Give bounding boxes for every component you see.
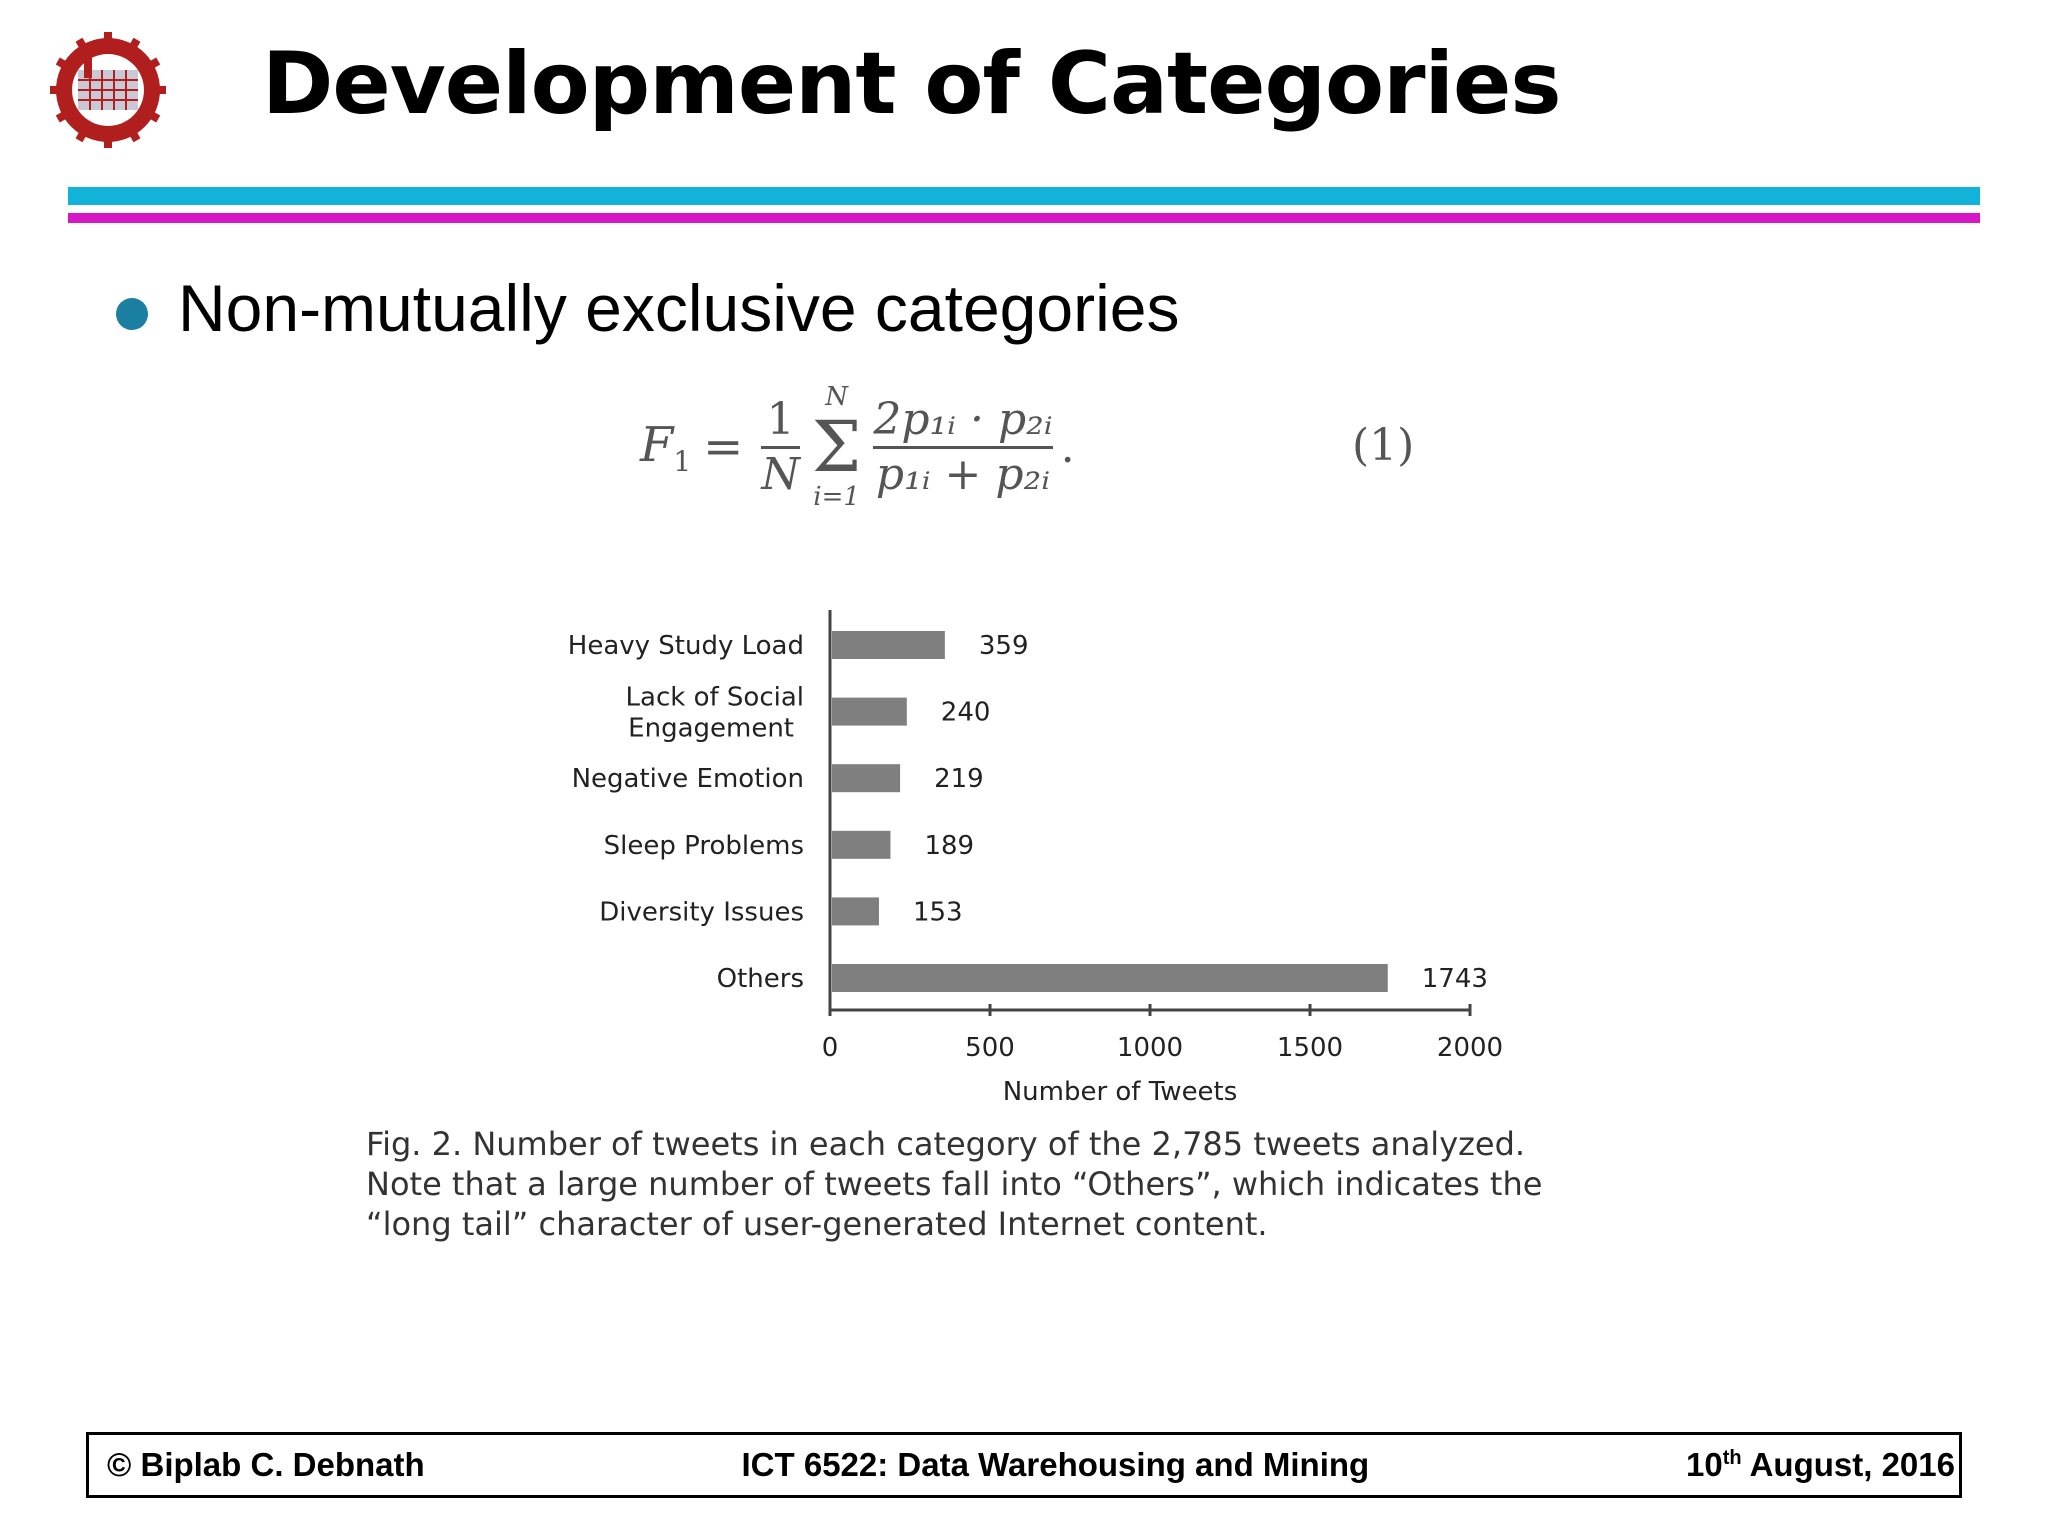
category-label: Negative Emotion — [572, 764, 804, 794]
tweets-per-category-bar-chart: 0 500 1000 1500 2000 Number of Tweets 359 Heavy… — [568, 610, 1503, 1107]
x-axis-label: Number of Tweets — [1003, 1077, 1238, 1107]
category-label: Others — [717, 964, 804, 994]
footer-course: ICT 6522: Data Warehousing and Mining — [741, 1446, 1370, 1483]
footer-date: 10th August, 2016 — [1686, 1446, 1955, 1483]
caption-line-2: Note that a large number of tweets fall … — [366, 1165, 1543, 1203]
x-tick-label: 500 — [965, 1033, 1015, 1063]
x-tick-label: 2000 — [1437, 1033, 1503, 1063]
formula-lhs: F1 — [640, 416, 692, 478]
formula-summation: N Σ i=1 — [811, 382, 862, 512]
category-label: Sleep Problems — [604, 831, 804, 861]
slide-footer: © Biplab C. Debnath ICT 6522: Data Wareh… — [86, 1432, 1962, 1498]
bar — [832, 631, 945, 659]
title-rule-magenta — [68, 213, 1980, 223]
bar-value-label: 1743 — [1422, 964, 1488, 994]
caption-line-1: Fig. 2. Number of tweets in each categor… — [366, 1125, 1526, 1163]
caption-line-3: “long tail” character of user-generated … — [366, 1205, 1268, 1243]
bar-value-label: 359 — [979, 631, 1029, 661]
bar — [832, 897, 879, 926]
footer-author: © Biplab C. Debnath — [107, 1446, 425, 1483]
bar — [832, 964, 1388, 992]
slide-title: Development of Categories — [262, 34, 1562, 134]
bar-value-label: 240 — [941, 698, 991, 728]
bar-value-label: 219 — [934, 764, 984, 794]
category-label: Lack of Social Engagement — [626, 683, 804, 744]
bullet-text: Non-mutually exclusive categories — [178, 271, 1180, 345]
university-seal-icon — [50, 32, 166, 148]
x-tick-label: 1000 — [1117, 1033, 1183, 1063]
bar-value-label: 189 — [924, 831, 974, 861]
category-label: Diversity Issues — [599, 897, 804, 927]
x-tick-label: 0 — [822, 1033, 839, 1063]
f1-formula: F1 = 1 N N Σ i=1 2p₁ᵢ · p₂ᵢ p₁ᵢ + p₂ᵢ . — [640, 382, 1075, 512]
formula-fraction-main: 2p₁ᵢ · p₂ᵢ p₁ᵢ + p₂ᵢ — [873, 393, 1053, 500]
formula-equals: = — [703, 419, 744, 475]
equation-number: (1) — [1352, 420, 1415, 471]
bar — [832, 697, 907, 726]
bar — [832, 830, 891, 859]
bar — [832, 764, 901, 793]
bullet-dot-icon — [116, 298, 148, 330]
x-tick-label: 1500 — [1277, 1033, 1343, 1063]
formula-fraction-1-over-n: 1 N — [761, 393, 800, 500]
bar-value-label: 153 — [913, 897, 963, 927]
category-label: Heavy Study Load — [568, 631, 804, 661]
figure-caption: Fig. 2. Number of tweets in each categor… — [366, 1124, 1706, 1244]
title-rule-cyan — [68, 187, 1980, 205]
